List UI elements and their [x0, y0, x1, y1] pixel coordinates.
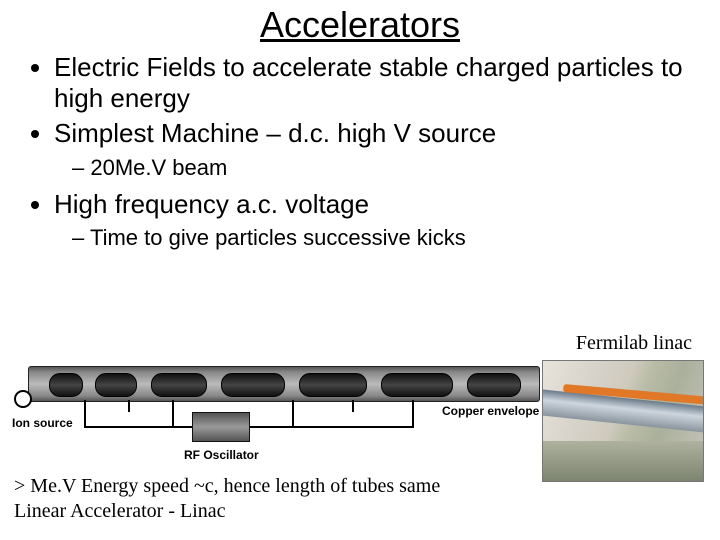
wire	[248, 426, 414, 428]
drift-tube	[49, 373, 83, 397]
drift-tube	[467, 373, 521, 397]
drift-tube	[95, 373, 137, 397]
footer-text: > Me.V Energy speed ~c, hence length of …	[14, 474, 440, 524]
wire	[292, 400, 294, 426]
ion-source-icon	[14, 390, 32, 408]
drift-tube	[381, 373, 453, 397]
copper-envelope-label: Copper envelope	[442, 404, 539, 418]
bullet-text: High frequency a.c. voltage	[54, 189, 369, 219]
footer-line: > Me.V Energy speed ~c, hence length of …	[14, 474, 440, 499]
bullet-item: High frequency a.c. voltage Time to give…	[54, 189, 700, 252]
ion-source-label: Ion source	[12, 416, 73, 430]
sub-bullet-item: Time to give particles successive kicks	[72, 224, 700, 252]
copper-envelope	[28, 366, 540, 402]
drift-tube	[299, 373, 367, 397]
bullet-list: Electric Fields to accelerate stable cha…	[20, 52, 700, 252]
photo-caption: Fermilab linac	[576, 332, 692, 355]
bullet-text: Simplest Machine – d.c. high V source	[54, 118, 496, 148]
fermilab-linac-photo	[542, 360, 704, 482]
wire	[352, 400, 354, 412]
slide-title: Accelerators	[20, 4, 700, 46]
wire	[84, 426, 192, 428]
footer-line: Linear Accelerator - Linac	[14, 499, 440, 524]
rf-oscillator-icon	[192, 412, 250, 442]
rf-oscillator-label: RF Oscillator	[184, 448, 259, 462]
sub-bullet-item: 20Me.V beam	[72, 154, 700, 182]
drift-tube	[221, 373, 285, 397]
wire	[84, 400, 86, 426]
bullet-item: Simplest Machine – d.c. high V source 20…	[54, 118, 700, 181]
wire	[172, 400, 174, 426]
drift-tube	[151, 373, 207, 397]
wire	[412, 400, 414, 426]
bullet-item: Electric Fields to accelerate stable cha…	[54, 52, 700, 114]
wire	[128, 400, 130, 412]
linac-diagram: Ion source RF Oscillator Copper envelope	[12, 360, 542, 470]
